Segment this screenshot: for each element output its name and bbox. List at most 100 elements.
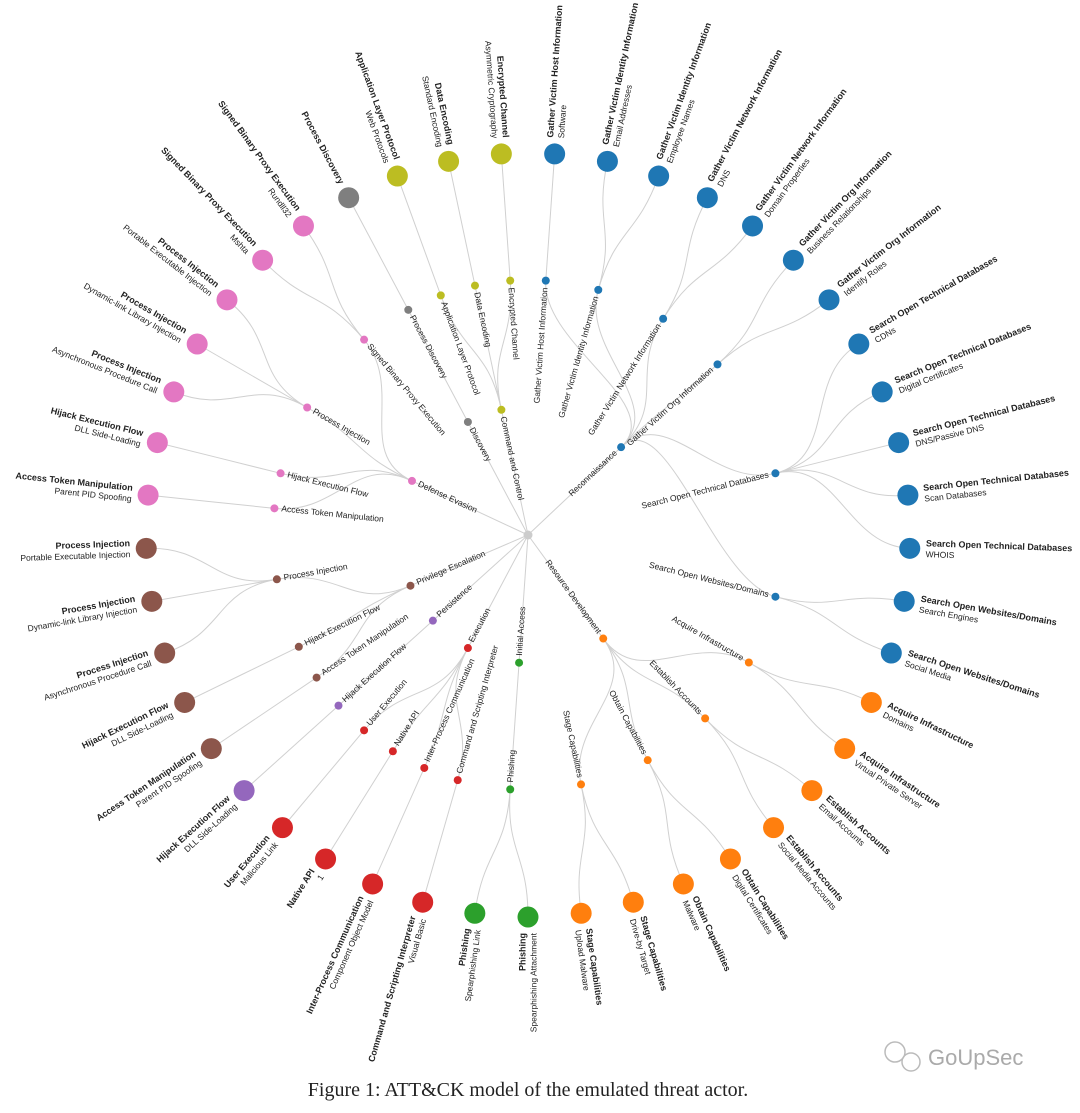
leaf-title: Gather Victim Org Information <box>797 149 894 249</box>
leaf-subtitle: Software <box>556 104 568 138</box>
tactic-node <box>428 616 437 625</box>
leaf-node <box>782 249 804 271</box>
link <box>602 638 706 719</box>
link <box>306 407 413 482</box>
link <box>363 339 413 482</box>
link <box>164 578 277 654</box>
leaf-node <box>412 891 434 913</box>
technique-node <box>312 673 321 682</box>
link <box>597 161 608 291</box>
link <box>509 662 520 790</box>
technique-node <box>270 504 279 513</box>
technique-node <box>659 314 668 323</box>
leaf-node <box>252 249 274 271</box>
root-node <box>523 530 533 540</box>
link <box>545 153 556 281</box>
technique-node <box>594 285 603 294</box>
link <box>545 280 632 448</box>
link <box>647 759 731 860</box>
link <box>497 280 512 410</box>
link <box>148 494 275 509</box>
technique-node <box>294 642 303 651</box>
leaf-node <box>570 902 592 924</box>
leaf-node <box>200 738 222 760</box>
link <box>407 309 469 423</box>
leaf-subtitle: Portable Executable Injection <box>121 222 214 298</box>
link <box>467 421 529 536</box>
tactic-node <box>515 658 524 667</box>
leaf-node <box>742 215 764 237</box>
leaf-title: Signed Binary Proxy Execution <box>216 99 303 213</box>
tactic-node <box>599 634 608 643</box>
leaf-title: Native API <box>285 867 317 910</box>
link <box>500 153 511 281</box>
link <box>262 259 365 340</box>
leaf-node <box>174 691 196 713</box>
leaf-title: Process Injection <box>55 538 130 551</box>
leaf-node <box>893 590 915 612</box>
leaf-node <box>186 333 208 355</box>
watermark-icon <box>901 1052 921 1072</box>
leaf-title: Gather Victim Identity Information <box>654 21 713 161</box>
leaf-node <box>292 215 314 237</box>
link <box>748 662 845 750</box>
link <box>338 620 434 706</box>
link <box>578 784 586 914</box>
link <box>280 469 413 482</box>
leaf-node <box>216 289 238 311</box>
leaf-title: Obtain Capabilities <box>690 894 732 973</box>
leaf-node <box>848 333 870 355</box>
link <box>196 343 308 408</box>
leaf-node <box>871 381 893 403</box>
link <box>595 289 636 448</box>
technique-label: User Execution <box>364 677 409 728</box>
leaf-node <box>544 143 566 165</box>
leaf-node <box>146 432 168 454</box>
technique-label: Search Open Technical Databases <box>640 469 769 510</box>
links <box>146 153 910 918</box>
technique-node <box>713 360 722 369</box>
tactic-label: Resource Development <box>543 558 604 636</box>
link <box>316 585 411 679</box>
leaf-node <box>596 150 618 172</box>
leaf-title: Search Open Technical Databases <box>893 321 1032 385</box>
leaf-node <box>834 738 856 760</box>
leaf-node <box>315 848 337 870</box>
technique-node <box>577 780 586 789</box>
leaf-subtitle: Portable Executable Injection <box>20 549 131 563</box>
link <box>432 534 529 622</box>
leaf-node <box>464 902 486 924</box>
tactic-label: Privilege Escalation <box>415 548 487 587</box>
leaf-node <box>137 484 159 506</box>
link <box>717 259 794 365</box>
technique-node <box>771 592 780 601</box>
link <box>282 730 365 828</box>
leaf-title: Phishing <box>517 933 527 971</box>
link <box>157 442 281 474</box>
link <box>276 576 411 595</box>
tactic-node <box>463 644 472 653</box>
leaf-title: Gather Victim Network Information <box>705 48 783 184</box>
link <box>620 364 718 448</box>
leaf-node <box>899 537 921 559</box>
link <box>662 197 708 320</box>
leaf-title: Gather Victim Network Information <box>753 87 848 213</box>
technique-node <box>771 469 780 478</box>
link <box>372 767 425 885</box>
link <box>602 638 750 663</box>
link <box>717 299 830 365</box>
link <box>500 409 529 536</box>
watermark-icon <box>884 1041 906 1063</box>
technique-node <box>541 276 550 285</box>
link <box>303 225 365 340</box>
link <box>455 647 469 781</box>
leaf-title: Gather Victim Org Information <box>835 202 943 289</box>
leaf-title: Signed Binary Proxy Execution <box>159 145 259 248</box>
link <box>518 534 529 663</box>
link <box>775 471 910 549</box>
technique-label: Access Token Manipulation <box>281 503 385 524</box>
link <box>151 578 277 602</box>
watermark-text: GoUpSec <box>928 1045 1023 1070</box>
link <box>184 646 300 703</box>
